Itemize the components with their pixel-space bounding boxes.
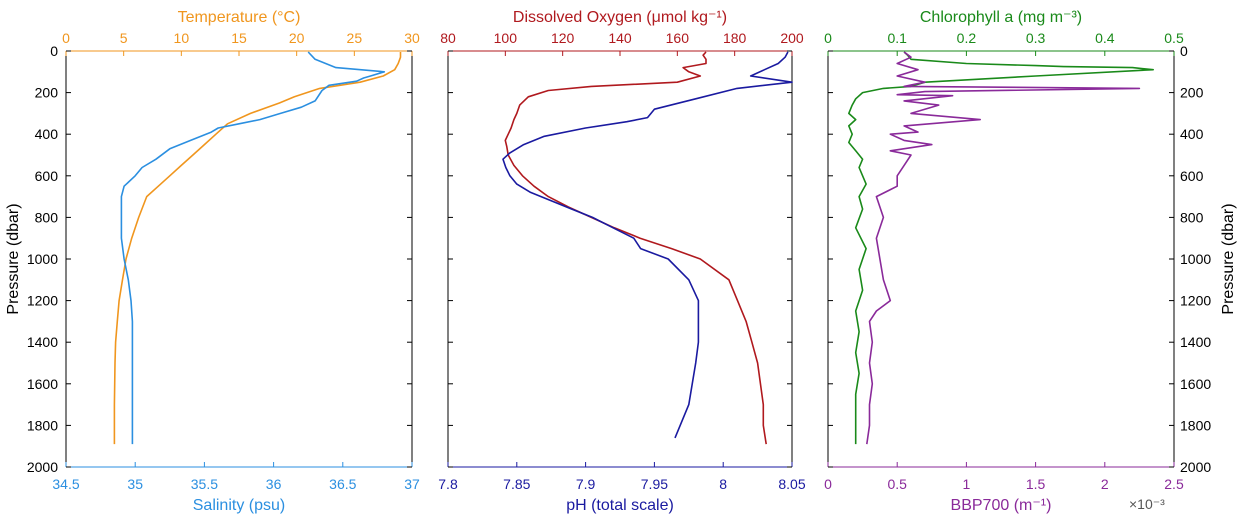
top-tick-label: 160 — [666, 30, 690, 46]
left-axis-label: Pressure (dbar) — [5, 203, 22, 314]
series-line-salinity — [120, 51, 386, 445]
bottom-tick-label: 8.05 — [778, 476, 805, 492]
top-tick-label: 0.4 — [1095, 30, 1115, 46]
bottom-tick-label: 35 — [127, 476, 143, 492]
right-tick-label: 0 — [1180, 43, 1188, 59]
bottom-tick-label: 37 — [404, 476, 420, 492]
right-tick-label: 1600 — [1180, 376, 1211, 392]
top-axis-label: Chlorophyll a (mg m⁻³) — [920, 9, 1082, 26]
series-line-bbp700 — [866, 51, 1141, 445]
top-tick-label: 20 — [289, 30, 305, 46]
bottom-tick-label: 0 — [824, 476, 832, 492]
left-tick-label: 0 — [50, 43, 58, 59]
top-axis-label: Temperature (°C) — [178, 9, 301, 26]
right-tick-label: 200 — [1180, 85, 1204, 101]
bottom-axis-label: pH (total scale) — [566, 497, 674, 514]
top-tick-label: 120 — [551, 30, 575, 46]
top-tick-label: 0.1 — [887, 30, 907, 46]
left-tick-label: 1800 — [27, 417, 58, 433]
top-tick-label: 15 — [231, 30, 247, 46]
bottom-tick-label: 8 — [719, 476, 727, 492]
top-tick-label: 0 — [824, 30, 832, 46]
bottom-tick-label: 7.9 — [576, 476, 596, 492]
right-tick-label: 400 — [1180, 126, 1204, 142]
bottom-tick-label: 7.85 — [503, 476, 530, 492]
bottom-tick-label: 0.5 — [887, 476, 907, 492]
right-tick-label: 800 — [1180, 209, 1204, 225]
left-tick-label: 400 — [35, 126, 59, 142]
left-tick-label: 600 — [35, 168, 59, 184]
series-line-dissolved-oxygen — [504, 51, 767, 445]
left-tick-label: 1200 — [27, 293, 58, 309]
top-tick-label: 5 — [120, 30, 128, 46]
bottom-tick-label: 34.5 — [52, 476, 79, 492]
bottom-tick-label: 36.5 — [329, 476, 356, 492]
top-tick-label: 25 — [347, 30, 363, 46]
bottom-axis-multiplier: ×10⁻³ — [1129, 496, 1165, 512]
left-tick-label: 1400 — [27, 334, 58, 350]
bottom-tick-label: 1 — [963, 476, 971, 492]
left-tick-label: 2000 — [27, 459, 58, 475]
right-tick-label: 1000 — [1180, 251, 1211, 267]
bottom-tick-label: 35.5 — [191, 476, 218, 492]
left-tick-label: 1000 — [27, 251, 58, 267]
left-tick-label: 800 — [35, 209, 59, 225]
top-tick-label: 140 — [608, 30, 632, 46]
top-tick-label: 80 — [440, 30, 456, 46]
top-axis-label: Dissolved Oxygen (μmol kg⁻¹) — [513, 9, 727, 26]
bottom-tick-label: 2 — [1101, 476, 1109, 492]
top-tick-label: 0.5 — [1164, 30, 1184, 46]
top-tick-label: 0 — [62, 30, 70, 46]
right-axis-label: Pressure (dbar) — [1220, 203, 1237, 314]
right-tick-label: 1200 — [1180, 293, 1211, 309]
top-tick-label: 100 — [494, 30, 518, 46]
top-tick-label: 10 — [174, 30, 190, 46]
bottom-tick-label: 1.5 — [1026, 476, 1046, 492]
bottom-axis-label: Salinity (psu) — [193, 497, 285, 514]
series-line-chlorophyll-a — [847, 51, 1154, 445]
bottom-axis-label: BBP700 (m⁻¹) — [951, 497, 1052, 514]
series-line-temperature — [113, 52, 402, 445]
right-tick-label: 1400 — [1180, 334, 1211, 350]
bottom-tick-label: 36 — [266, 476, 282, 492]
right-tick-label: 600 — [1180, 168, 1204, 184]
top-tick-label: 180 — [723, 30, 747, 46]
top-tick-label: 0.2 — [957, 30, 977, 46]
right-tick-label: 2000 — [1180, 459, 1211, 475]
bottom-tick-label: 2.5 — [1164, 476, 1184, 492]
left-tick-label: 200 — [35, 85, 59, 101]
top-tick-label: 200 — [780, 30, 804, 46]
top-tick-label: 30 — [404, 30, 420, 46]
top-tick-label: 0.3 — [1026, 30, 1046, 46]
right-tick-label: 1800 — [1180, 417, 1211, 433]
left-tick-label: 1600 — [27, 376, 58, 392]
bottom-tick-label: 7.95 — [641, 476, 668, 492]
series-line-ph — [502, 51, 793, 439]
bottom-tick-label: 7.8 — [438, 476, 458, 492]
